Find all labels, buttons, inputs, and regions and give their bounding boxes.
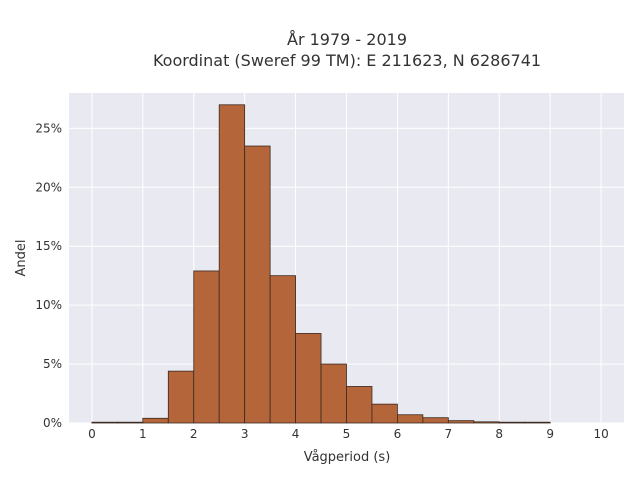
histogram-bar [218,104,246,424]
histogram-bars [91,104,551,424]
y-tick-label: 5% [43,357,62,371]
histogram-bar [422,417,449,424]
chart-title-line-2: Koordinat (Sweref 99 TM): E 211623, N 62… [153,51,541,70]
x-tick-label: 10 [593,427,608,441]
x-tick-label: 9 [546,427,554,441]
chart-title-line-1: År 1979 - 2019 [287,30,407,49]
histogram-bar [320,363,347,424]
x-tick-label: 1 [139,427,147,441]
histogram-bar [447,420,475,424]
x-tick-label: 5 [343,427,351,441]
histogram-bar [244,145,271,424]
histogram-bar [116,421,144,424]
histogram-bar [498,421,526,424]
x-tick-label: 8 [495,427,503,441]
histogram-bar [193,270,220,424]
y-tick-label: 25% [35,121,62,135]
x-axis-ticks: 0 1 2 3 4 5 6 7 8 9 10 [88,427,609,441]
x-tick-label: 7 [445,427,453,441]
x-tick-label: 3 [241,427,249,441]
x-tick-label: 4 [292,427,300,441]
histogram-bar [91,421,118,424]
x-tick-label: 6 [394,427,402,441]
histogram-bar [167,370,195,424]
y-tick-label: 0% [43,416,62,430]
x-tick-label: 2 [190,427,198,441]
histogram-bar [473,421,500,424]
histogram-bar [269,275,296,424]
histogram-bar [295,333,322,424]
histogram-bar [397,414,424,424]
y-axis-title: Andel [14,240,29,277]
x-tick-label: 0 [88,427,96,441]
y-tick-label: 20% [35,180,62,194]
histogram-bar [524,421,551,424]
y-tick-label: 15% [35,239,62,253]
histogram-bar [142,417,169,424]
grid-lines [69,93,624,424]
y-axis-ticks: 0% 5% 10% 15% 20% 25% [35,121,62,430]
histogram-bar [371,403,398,424]
x-axis-title: Vågperiod (s) [304,450,391,465]
histogram-bar [346,386,373,424]
y-tick-label: 10% [35,298,62,312]
